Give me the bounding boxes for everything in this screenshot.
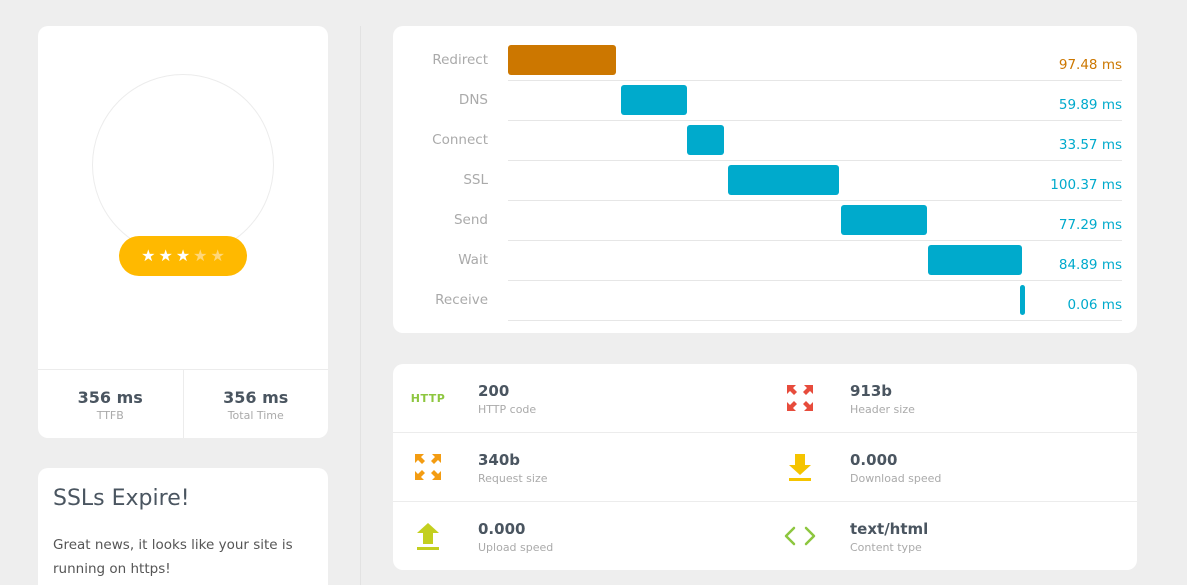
timing-bar	[841, 205, 927, 235]
timing-gridline	[508, 160, 1122, 161]
code-icon	[780, 519, 820, 553]
info-label: Header size	[850, 403, 915, 416]
timing-label: DNS	[458, 92, 488, 108]
timing-value: 33.57 ms	[1058, 137, 1122, 153]
timing-gridline	[508, 240, 1122, 241]
score-card: ★ ★ ★ ★ ★ 356 ms TTFB 356 ms Total Time	[38, 26, 328, 438]
upload-icon	[408, 519, 448, 553]
timing-label: Wait	[458, 252, 488, 268]
timing-row-connect: Connect 33.57 ms	[393, 106, 1137, 161]
stat-label: TTFB	[96, 409, 124, 422]
stat-total-time: 356 ms Total Time	[182, 370, 329, 438]
info-content-type: text/html Content type	[765, 502, 1137, 571]
stat-value: 356 ms	[223, 388, 289, 407]
info-row: 0.000 Upload speed text/html Content typ…	[393, 501, 1137, 570]
info-row: HTTP 200 HTTP code 913b Header size	[393, 364, 1137, 433]
star-icon: ★	[193, 246, 208, 265]
info-value: 200	[478, 382, 510, 400]
timing-bar	[621, 85, 688, 115]
http-icon-text: HTTP	[410, 391, 446, 405]
timing-label: Redirect	[432, 52, 488, 68]
info-label: Download speed	[850, 472, 942, 485]
timing-gridline	[508, 120, 1122, 121]
timing-bar	[1019, 285, 1025, 315]
timing-label: Connect	[432, 132, 488, 148]
info-value: text/html	[850, 520, 929, 538]
timing-label: Send	[453, 212, 488, 228]
expand-arrows-icon	[780, 381, 820, 415]
http-icon: HTTP	[408, 381, 448, 415]
timing-value: 97.48 ms	[1058, 57, 1122, 73]
timing-label: SSL	[463, 172, 488, 188]
download-icon	[780, 450, 820, 484]
score-gauge	[92, 74, 274, 256]
star-icon: ★	[210, 246, 225, 265]
info-label: Request size	[478, 472, 548, 485]
column-divider	[360, 26, 361, 585]
timing-waterfall: Redirect 97.48 ms DNS 59.89 ms Connect 33.57 …	[393, 26, 1137, 333]
timing-gridline	[508, 200, 1122, 201]
ssl-card: SSLs Expire! Great news, it looks like y…	[38, 468, 328, 585]
timing-value: 100.37 ms	[1050, 177, 1122, 193]
info-request-size: 340b Request size	[393, 433, 765, 502]
ssl-title: SSLs Expire!	[53, 486, 190, 511]
timing-row-wait: Wait 84.89 ms	[393, 226, 1137, 281]
info-label: Upload speed	[478, 541, 554, 554]
star-icon: ★	[158, 246, 173, 265]
timing-gridline	[508, 320, 1122, 321]
timing-gridline	[508, 280, 1122, 281]
timing-row-send: Send 77.29 ms	[393, 186, 1137, 241]
timing-bar	[508, 45, 616, 75]
timing-row-dns: DNS 59.89 ms	[393, 66, 1137, 121]
info-download-speed: 0.000 Download speed	[765, 433, 1137, 502]
info-value: 0.000	[478, 520, 526, 538]
timing-value: 0.06 ms	[1067, 297, 1122, 313]
timing-value: 84.89 ms	[1058, 257, 1122, 273]
timing-bar	[928, 245, 1022, 275]
star-rating: ★ ★ ★ ★ ★	[119, 236, 247, 276]
info-label: HTTP code	[478, 403, 537, 416]
timing-row-receive: Receive 0.06 ms	[393, 266, 1137, 321]
timing-bar	[728, 165, 839, 195]
info-row: 340b Request size 0.000 Download speed	[393, 432, 1137, 501]
info-value: 913b	[850, 382, 893, 400]
info-label: Content type	[850, 541, 922, 554]
expand-arrows-icon	[408, 450, 448, 484]
info-value: 340b	[478, 451, 521, 469]
info-upload-speed: 0.000 Upload speed	[393, 502, 765, 571]
timing-value: 77.29 ms	[1058, 217, 1122, 233]
timing-row-ssl: SSL 100.37 ms	[393, 146, 1137, 201]
star-icon: ★	[141, 246, 156, 265]
timing-bar	[687, 125, 725, 155]
timing-row-redirect: Redirect 97.48 ms	[393, 26, 1137, 81]
timing-gridline	[508, 80, 1122, 81]
timing-label: Receive	[435, 292, 488, 308]
stat-label: Total Time	[227, 409, 284, 422]
star-icon: ★	[175, 246, 191, 265]
stat-ttfb: 356 ms TTFB	[38, 370, 183, 438]
stat-value: 356 ms	[77, 388, 143, 407]
info-header-size: 913b Header size	[765, 364, 1137, 433]
timing-value: 59.89 ms	[1058, 97, 1122, 113]
response-info-card: HTTP 200 HTTP code 913b Header size	[393, 364, 1137, 570]
score-stats: 356 ms TTFB 356 ms Total Time	[38, 369, 328, 438]
ssl-message: Great news, it looks like your site is r…	[53, 537, 293, 577]
info-http-code: HTTP 200 HTTP code	[393, 364, 765, 433]
info-value: 0.000	[850, 451, 898, 469]
